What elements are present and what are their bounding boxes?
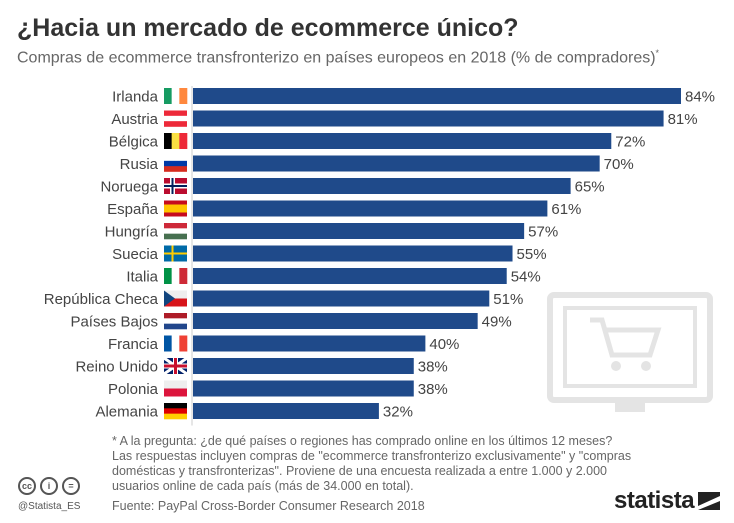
value-label: 57% <box>528 224 558 241</box>
bar <box>193 110 664 127</box>
subtitle-text: Compras de ecommerce transfronterizo en … <box>17 49 656 67</box>
flag-icon <box>164 200 187 217</box>
category-label: Polonia <box>108 381 159 398</box>
flag-icon <box>164 335 188 352</box>
flag-icon <box>164 110 187 127</box>
bar-chart: Irlanda 84% Austria 81% Bélgica 72% Rusia 70% No… <box>44 86 715 426</box>
category-label: República Checa <box>44 291 159 308</box>
flag-icon <box>164 380 187 397</box>
category-label: Italia <box>126 269 158 286</box>
category-label: Países Bajos <box>70 314 158 331</box>
flag-icon <box>164 290 187 307</box>
category-label: Bélgica <box>109 134 159 151</box>
logo-text: statista <box>614 487 695 514</box>
bar <box>193 178 571 194</box>
flag-icon <box>163 356 188 376</box>
flag-icon <box>164 223 187 240</box>
flag-icon <box>164 88 188 104</box>
category-label: Rusia <box>120 156 159 173</box>
chart-title: ¿Hacia un mercado de ecommerce único? <box>17 14 519 42</box>
value-label: 38% <box>418 381 448 398</box>
source-text: Fuente: PayPal Cross-Border Consumer Res… <box>112 499 425 513</box>
bar <box>193 200 548 217</box>
category-label: Irlanda <box>112 89 159 106</box>
bar <box>193 380 414 397</box>
subtitle-asterisk: * <box>655 48 660 58</box>
value-label: 55% <box>517 246 547 263</box>
flag-icon <box>164 403 187 420</box>
bar <box>193 88 681 104</box>
value-label: 84% <box>685 89 715 106</box>
category-label: Alemania <box>95 404 158 421</box>
attribution-icon: i <box>40 477 58 495</box>
flag-icon <box>164 178 187 194</box>
bar <box>193 358 414 374</box>
bar <box>193 133 612 149</box>
shopping-cart-monitor-icon <box>547 292 713 412</box>
statista-logo-icon <box>698 492 721 510</box>
footnote: * A la pregunta: ¿de qué países o region… <box>112 434 632 493</box>
value-label: 38% <box>418 359 448 376</box>
bar <box>193 223 525 239</box>
bar <box>193 290 490 307</box>
category-label: Noruega <box>100 179 158 196</box>
category-label: Hungría <box>105 224 159 241</box>
bar <box>193 335 426 352</box>
category-label: España <box>107 201 159 218</box>
bar <box>193 403 379 419</box>
flag-icon <box>164 133 188 149</box>
no-derivatives-icon: = <box>62 477 80 495</box>
bar <box>193 245 513 262</box>
category-label: Reino Unido <box>75 359 158 376</box>
flag-icon <box>164 313 187 330</box>
value-label: 81% <box>668 111 698 128</box>
value-label: 72% <box>615 134 645 151</box>
chart-subtitle: Compras de ecommerce transfronterizo en … <box>17 48 659 67</box>
value-label: 49% <box>482 314 512 331</box>
twitter-handle: @Statista_ES <box>18 501 81 512</box>
bar <box>193 313 478 329</box>
value-label: 61% <box>551 201 581 218</box>
category-label: Austria <box>111 111 158 128</box>
value-label: 65% <box>575 179 605 196</box>
value-label: 54% <box>511 269 541 286</box>
cc-icon: cc <box>18 477 36 495</box>
flag-icon <box>164 155 187 172</box>
value-label: 32% <box>383 404 413 421</box>
value-label: 70% <box>604 156 634 173</box>
category-label: Suecia <box>112 246 159 263</box>
flag-icon <box>164 245 187 262</box>
bar <box>193 155 600 172</box>
creative-commons-icons: cc i = <box>18 477 80 495</box>
value-label: 40% <box>429 336 459 353</box>
statista-logo[interactable]: statista <box>614 487 721 515</box>
bar <box>193 268 507 284</box>
value-label: 51% <box>493 291 523 308</box>
flag-icon <box>164 268 188 284</box>
category-label: Francia <box>108 336 159 353</box>
